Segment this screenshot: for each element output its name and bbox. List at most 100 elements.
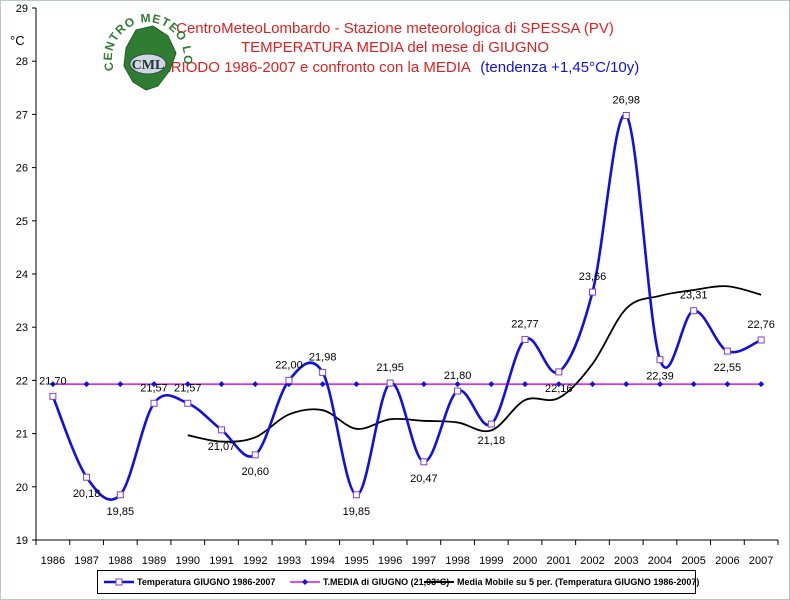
legend-item-mean: T.MEDIA di GIUGNO (21,93°C) [290, 571, 449, 593]
legend-label-moving-avg: Media Mobile su 5 per. (Temperatura GIUG… [457, 577, 700, 587]
legend-swatch-temperature [104, 578, 134, 586]
x-tick-label: 1990 [176, 555, 200, 567]
x-tick-label: 1995 [344, 555, 368, 567]
data-label: 21,95 [376, 362, 404, 374]
data-point-temperature [555, 368, 563, 376]
legend-item-temperature: Temperatura GIUGNO 1986-2007 [104, 571, 275, 593]
y-tick-label: 27 [16, 109, 28, 121]
chart-title-line2: TEMPERATURA MEDIA del mese di GIUGNO [240, 39, 550, 56]
data-point-temperature [757, 336, 765, 344]
y-tick-label: 29 [16, 3, 28, 15]
x-tick-label: 2005 [681, 555, 705, 567]
data-point-temperature [420, 458, 428, 466]
x-tick-label: 2006 [715, 555, 739, 567]
data-label: 20,60 [241, 466, 269, 478]
data-point-temperature [319, 368, 327, 376]
data-point-temperature [656, 356, 664, 364]
x-tick-label: 1996 [378, 555, 402, 567]
data-point-mean [623, 381, 630, 388]
x-tick-label: 2002 [580, 555, 604, 567]
data-label: 22,77 [511, 318, 539, 330]
y-tick-label: 19 [16, 535, 28, 547]
y-tick-label: 21 [16, 429, 28, 441]
data-point-temperature [622, 111, 630, 119]
x-tick-label: 2007 [749, 555, 773, 567]
data-label: 21,18 [478, 435, 506, 447]
data-point-temperature [487, 420, 495, 428]
series-line-moving-avg [187, 285, 762, 443]
data-point-mean [488, 381, 495, 388]
data-point-mean [724, 381, 731, 388]
data-point-temperature [589, 288, 596, 296]
data-label: 22,55 [714, 362, 742, 374]
data-point-temperature [285, 376, 293, 384]
data-label: 22,00 [275, 359, 303, 371]
legend-swatch-moving-avg [424, 581, 454, 583]
data-point-mean [690, 381, 697, 388]
data-point-temperature [116, 491, 124, 499]
chart-title-trend: (tendenza +1,45°C/10y) [480, 59, 640, 76]
data-point-mean [184, 381, 191, 388]
data-label: 20,18 [73, 488, 101, 500]
y-tick-label: 28 [16, 56, 28, 68]
x-tick-label: 1997 [412, 555, 436, 567]
data-point-mean [49, 381, 56, 388]
data-label: 23,31 [680, 290, 708, 302]
data-point-mean [555, 381, 562, 388]
data-point-mean [117, 381, 124, 388]
data-point-temperature [150, 399, 158, 407]
data-label: 22,16 [545, 383, 573, 395]
x-tick-label: 2001 [547, 555, 571, 567]
data-point-temperature [690, 307, 698, 315]
y-tick-label: 22 [16, 375, 28, 387]
legend-item-moving-avg: Media Mobile su 5 per. (Temperatura GIUG… [424, 571, 699, 593]
data-label: 21,80 [444, 370, 472, 382]
data-label: 23,66 [579, 271, 607, 283]
cml-logo: CML CENTRO METEO LOMBARDO [98, 8, 194, 91]
data-point-temperature [83, 473, 91, 481]
x-tick-label: 1988 [108, 555, 132, 567]
chart-title-line1: CentroMeteoLombardo - Stazione meteorolo… [176, 20, 614, 37]
data-label: 21,98 [309, 351, 337, 363]
x-tick-label: 1986 [41, 555, 65, 567]
y-axis-label: °C [10, 33, 25, 48]
data-point-temperature [723, 347, 731, 355]
data-point-mean [522, 381, 529, 388]
legend-label-mean: T.MEDIA di GIUGNO (21,93°C) [323, 577, 450, 587]
data-point-mean [656, 381, 663, 388]
data-label: 26,98 [612, 94, 640, 106]
y-tick-label: 23 [16, 322, 28, 334]
data-point-temperature [521, 335, 529, 343]
data-label: 21,57 [174, 382, 202, 394]
data-label: 21,07 [208, 441, 236, 453]
data-point-mean [589, 381, 596, 388]
data-point-mean [252, 381, 259, 388]
data-label: 19,85 [107, 506, 135, 518]
x-tick-label: 1994 [310, 555, 334, 567]
data-point-mean [353, 381, 360, 388]
x-tick-label: 2003 [614, 555, 638, 567]
series-line-temperature [51, 113, 762, 501]
x-tick-label: 1987 [74, 555, 98, 567]
x-tick-label: 2004 [648, 555, 672, 567]
x-tick-label: 1999 [479, 555, 503, 567]
data-point-mean [151, 381, 158, 388]
data-point-temperature [251, 451, 259, 459]
y-tick-label: 26 [16, 163, 28, 175]
chart-legend: Temperatura GIUGNO 1986-2007 T.MEDIA di … [97, 570, 699, 594]
data-point-temperature [386, 379, 394, 387]
data-point-mean [319, 381, 326, 388]
data-point-mean [454, 381, 461, 388]
data-point-temperature [49, 392, 57, 400]
x-tick-label: 1989 [142, 555, 166, 567]
x-tick-label: 1991 [209, 555, 233, 567]
data-point-temperature [454, 387, 462, 395]
legend-label-temperature: Temperatura GIUGNO 1986-2007 [137, 577, 276, 587]
data-label: 22,39 [646, 371, 674, 383]
data-point-temperature [218, 426, 225, 434]
y-tick-label: 20 [16, 482, 28, 494]
data-label: 22,76 [747, 319, 775, 331]
data-point-mean [83, 381, 90, 388]
